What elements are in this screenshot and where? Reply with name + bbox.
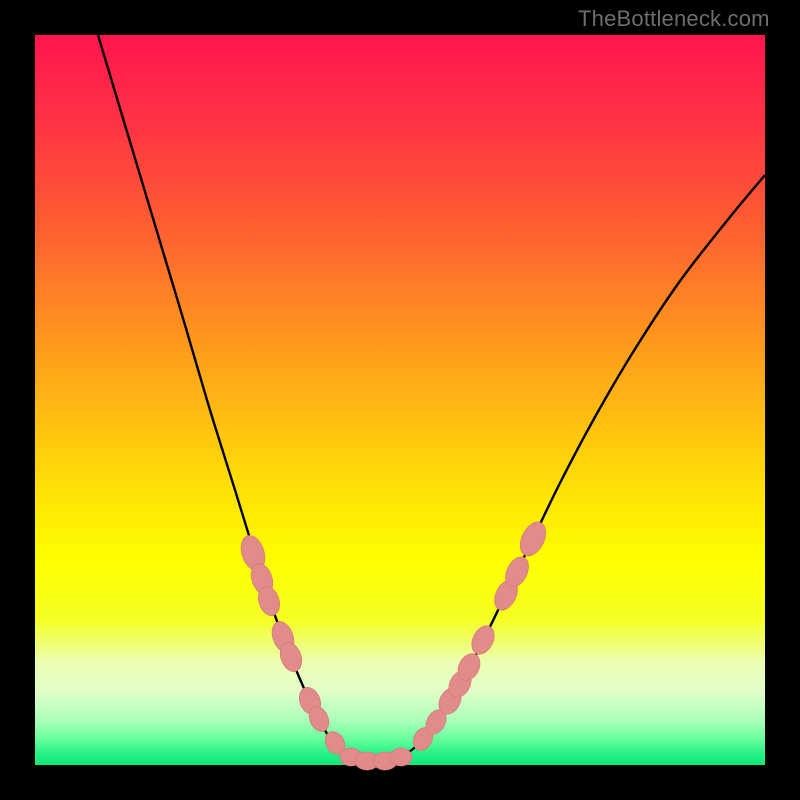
chart-canvas: TheBottleneck.com [0,0,800,800]
plot-area [35,35,765,765]
gradient-background [35,35,765,765]
watermark-text: TheBottleneck.com [578,6,770,32]
plot-svg [35,35,765,765]
bead-marker [390,748,412,766]
